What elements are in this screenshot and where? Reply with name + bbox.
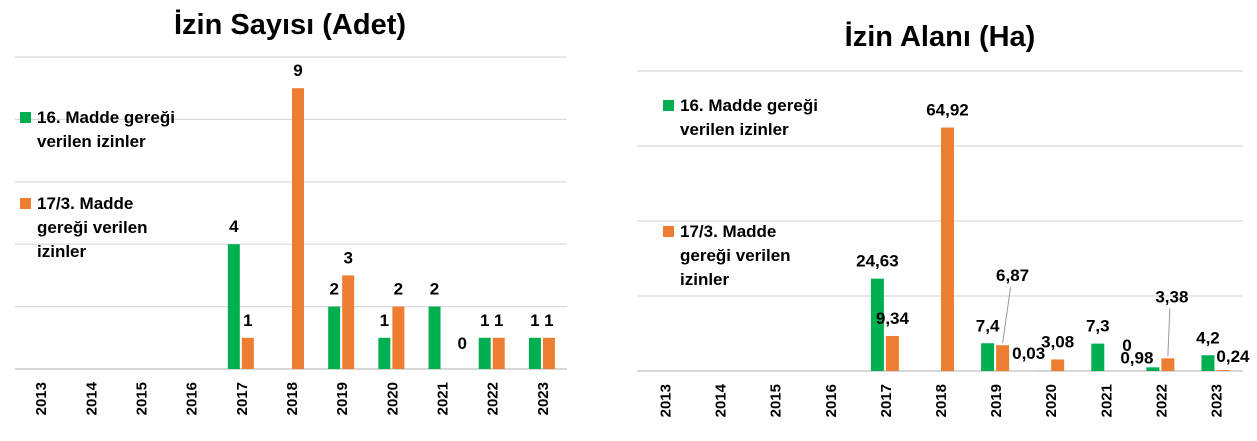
- data-label: 2: [394, 280, 403, 299]
- legend-entry: 17/3. Madde gereği verilen izinler: [663, 220, 830, 292]
- bar: [1216, 370, 1230, 371]
- legend-swatch: [663, 226, 674, 237]
- x-tick-label: 2022: [485, 382, 502, 415]
- x-tick-label: 2021: [1098, 384, 1115, 417]
- legend-label: 16. Madde gereği verilen izinler: [37, 108, 175, 151]
- data-label: 7,4: [976, 316, 1000, 335]
- data-label: 2: [430, 280, 439, 299]
- legend-label: 16. Madde gereği verilen izinler: [680, 96, 818, 139]
- bar: [1161, 358, 1175, 371]
- data-label: 6,87: [996, 266, 1029, 285]
- bar: [478, 337, 491, 369]
- data-label: 1: [380, 311, 389, 330]
- data-label: 0,24: [1216, 347, 1250, 366]
- bar: [492, 337, 505, 369]
- data-label: 1: [243, 311, 252, 330]
- bar: [870, 278, 884, 371]
- bar: [1201, 355, 1215, 371]
- x-tick-label: 2017: [878, 384, 895, 417]
- x-tick-label: 2014: [713, 383, 730, 417]
- x-tick-label: 2019: [334, 382, 351, 415]
- legend-label: 17/3. Madde gereği verilen izinler: [680, 222, 791, 289]
- bar: [542, 337, 555, 369]
- data-label: 0: [458, 334, 467, 353]
- data-label: 1: [544, 311, 553, 330]
- x-tick-label: 2013: [658, 384, 675, 417]
- bar: [981, 343, 995, 371]
- bar: [885, 335, 899, 371]
- bar: [941, 127, 954, 371]
- data-label: 3: [343, 248, 352, 267]
- legend-entry: 16. Madde gereği verilen izinler: [20, 106, 187, 154]
- bar: [227, 244, 240, 369]
- bar: [1091, 343, 1105, 371]
- data-label: 2: [329, 280, 338, 299]
- bar: [1146, 367, 1160, 371]
- bar: [392, 306, 405, 369]
- data-label: 24,63: [856, 252, 899, 271]
- data-label: 0,98: [1120, 348, 1153, 367]
- legend-swatch: [663, 100, 674, 111]
- x-tick-label: 2016: [823, 384, 840, 417]
- x-tick-label: 2022: [1153, 384, 1170, 417]
- chart-title: İzin Sayısı (Adet): [174, 9, 406, 41]
- data-label: 7,3: [1086, 317, 1110, 336]
- x-tick-label: 2020: [1043, 384, 1060, 417]
- x-tick-label: 2019: [988, 384, 1005, 417]
- leader-line: [1167, 308, 1171, 357]
- legend-entry: 17/3. Madde gereği verilen izinler: [20, 192, 187, 264]
- x-tick-label: 2023: [1208, 384, 1225, 417]
- legend-label: 17/3. Madde gereği verilen izinler: [37, 194, 148, 261]
- data-label: 1: [530, 311, 539, 330]
- bar: [428, 306, 441, 369]
- data-label: 1: [480, 311, 489, 330]
- bar: [528, 337, 541, 369]
- x-tick-label: 2015: [133, 382, 150, 415]
- x-tick-label: 2018: [933, 384, 950, 417]
- data-label: 3,38: [1155, 287, 1188, 306]
- x-tick-label: 2014: [83, 381, 100, 415]
- data-label: 4: [229, 217, 239, 236]
- x-tick-label: 2021: [435, 382, 452, 415]
- data-label: 0: [1122, 336, 1131, 355]
- x-tick-label: 2015: [768, 384, 785, 417]
- data-label: 64,92: [926, 101, 969, 120]
- data-label: 9,34: [876, 309, 910, 328]
- data-label: 3,08: [1041, 332, 1074, 351]
- bar: [1051, 359, 1065, 371]
- legend-entry: 16. Madde gereği verilen izinler: [663, 94, 830, 142]
- bar: [292, 88, 304, 369]
- x-tick-label: 2018: [284, 382, 301, 415]
- data-label: 9: [293, 61, 302, 80]
- data-label: 1: [494, 311, 503, 330]
- bar: [241, 337, 254, 369]
- x-tick-label: 2020: [384, 382, 401, 415]
- legend-swatch: [20, 198, 31, 209]
- x-tick-label: 2016: [184, 382, 201, 415]
- x-tick-label: 2023: [535, 382, 552, 415]
- bar: [328, 306, 341, 369]
- bar: [378, 337, 391, 369]
- x-tick-label: 2013: [33, 382, 50, 415]
- data-label: 0,03: [1012, 344, 1045, 363]
- x-tick-label: 2017: [234, 382, 251, 415]
- bar: [996, 345, 1010, 371]
- chart-title: İzin Alanı (Ha): [845, 21, 1036, 53]
- legend-swatch: [20, 112, 31, 123]
- bar: [342, 275, 355, 369]
- data-label: 4,2: [1196, 328, 1220, 347]
- leader-line: [1002, 287, 1012, 344]
